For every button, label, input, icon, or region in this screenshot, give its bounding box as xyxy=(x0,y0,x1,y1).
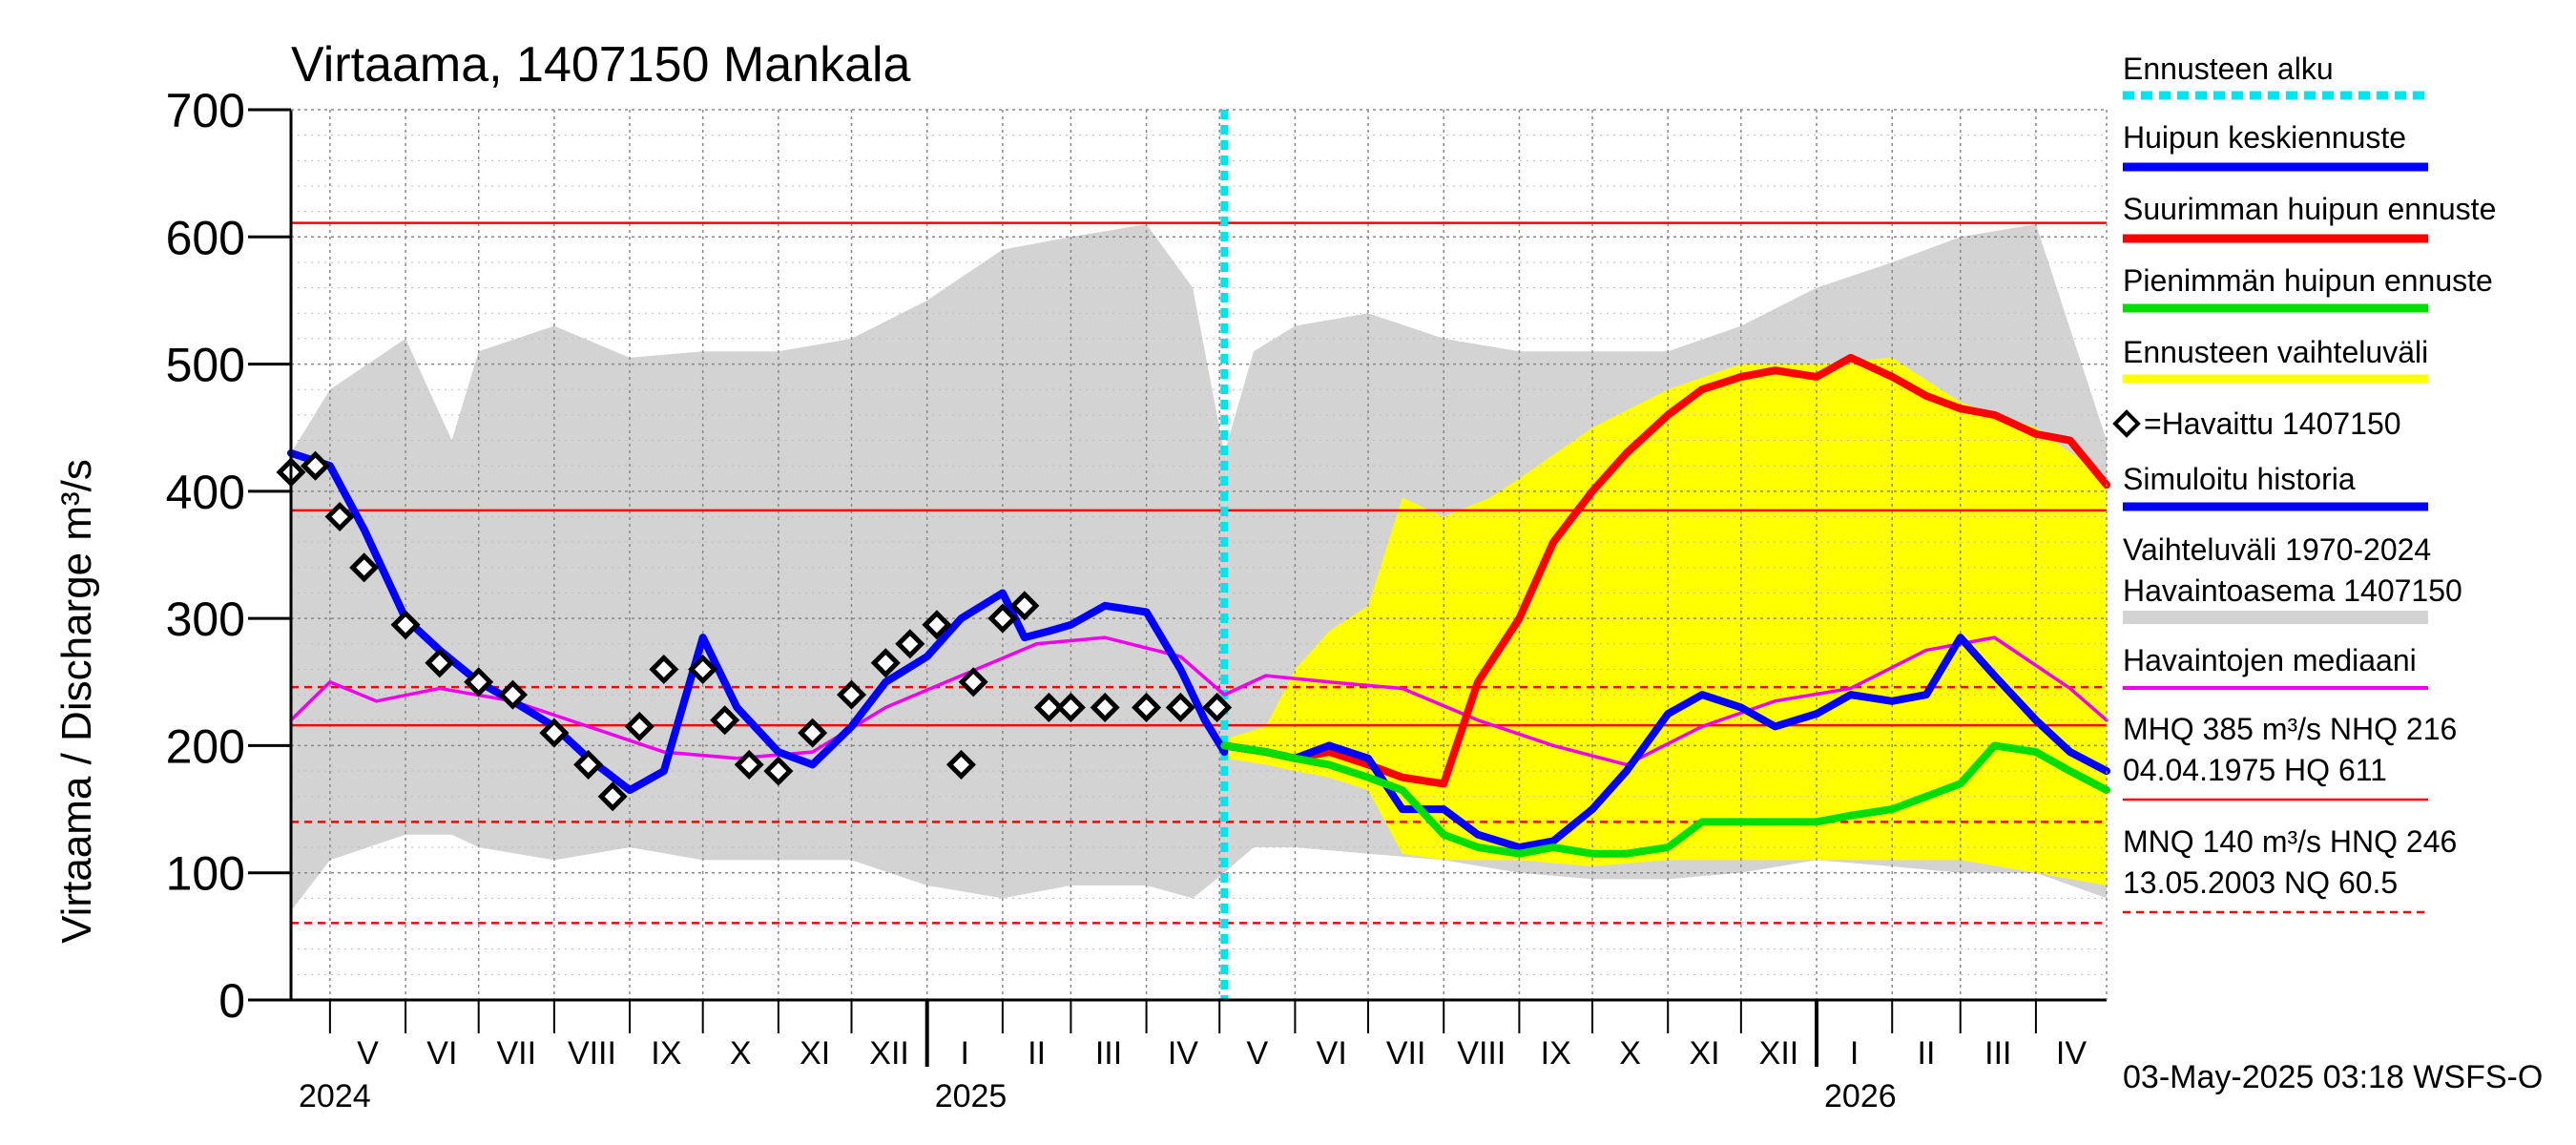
month-label: XI xyxy=(800,1035,830,1072)
legend-label: Suurimman huipun ennuste xyxy=(2123,192,2496,226)
month-label: VI xyxy=(426,1035,457,1072)
stats-text: 04.04.1975 HQ 611 xyxy=(2123,753,2387,787)
chart-title: Virtaama, 1407150 Mankala xyxy=(291,37,911,93)
series-huipun-keskiennuste xyxy=(1220,634,2110,852)
month-label: VII xyxy=(1386,1035,1426,1072)
observed-point xyxy=(987,603,1018,634)
observed-point xyxy=(539,718,570,748)
observed-point xyxy=(1165,692,1195,722)
month-label: XI xyxy=(1689,1035,1719,1072)
month-label: XII xyxy=(869,1035,909,1072)
observed-point xyxy=(464,667,494,697)
band-ennusteen-vaihteluv-li xyxy=(1224,357,2107,886)
month-label: X xyxy=(1619,1035,1641,1072)
legend: Ennusteen alku Huipun keskiennuste Suurimm… xyxy=(2112,52,2496,914)
legend-label: Havaintoasema 1407150 xyxy=(2123,573,2462,608)
legend-label: Huipun keskiennuste xyxy=(2123,120,2406,155)
stats-text: MHQ 385 m³/s NHQ 216 xyxy=(2123,712,2457,746)
y-tick-label: 300 xyxy=(166,593,245,646)
observed-point xyxy=(958,667,988,697)
series-pienimm-n-huipun-ennuste xyxy=(1220,741,2110,858)
month-label: III xyxy=(1984,1035,2011,1072)
month-label: VIII xyxy=(568,1035,616,1072)
observed-point xyxy=(710,705,740,736)
y-tick-label: 100 xyxy=(166,847,245,901)
observed-point xyxy=(763,756,794,786)
observed-point xyxy=(922,610,952,640)
observed-point xyxy=(734,749,764,780)
month-label: IX xyxy=(651,1035,681,1072)
month-label: II xyxy=(1028,1035,1046,1072)
observed-point xyxy=(836,679,867,710)
observed-point xyxy=(349,552,380,583)
observed-point xyxy=(1202,692,1233,722)
year-label: 2025 xyxy=(935,1078,1008,1114)
data-series xyxy=(276,110,2110,1000)
observed-point xyxy=(798,718,828,748)
legend-label: Vaihteluväli 1970-2024 xyxy=(2123,532,2431,567)
observed-point xyxy=(425,648,455,678)
month-label: VIII xyxy=(1457,1035,1506,1072)
grid-lines xyxy=(291,110,2107,1000)
y-tick-label: 0 xyxy=(218,974,245,1028)
observed-point xyxy=(597,781,628,812)
observed-point xyxy=(870,648,901,678)
y-tick-label: 400 xyxy=(166,466,245,519)
observed-point xyxy=(1009,591,1040,621)
month-label: I xyxy=(961,1035,969,1072)
month-label: IV xyxy=(1168,1035,1198,1072)
observed-point xyxy=(624,711,654,741)
series-simuloitu-historia xyxy=(287,448,1229,795)
y-tick-label: 700 xyxy=(166,84,245,137)
observed-point xyxy=(573,749,604,780)
observed-point xyxy=(390,610,421,640)
month-label: IV xyxy=(2056,1035,2087,1072)
stats-text: MNQ 140 m³/s HNQ 246 xyxy=(2123,824,2457,859)
observed-point xyxy=(945,749,976,780)
observed-point xyxy=(1033,692,1064,722)
series-havaintojen-mediaani xyxy=(289,635,2109,767)
legend-label: Havaintojen mediaani xyxy=(2123,643,2417,677)
month-label: X xyxy=(730,1035,752,1072)
y-axis-label: Virtaama / Discharge m³/s xyxy=(53,459,100,944)
legend-label: Ennusteen vaihteluväli xyxy=(2123,335,2428,369)
year-label: 2024 xyxy=(299,1078,371,1114)
month-label: VI xyxy=(1317,1035,1347,1072)
month-label: V xyxy=(357,1035,379,1072)
y-tick-label: 600 xyxy=(166,211,245,264)
month-label: II xyxy=(1918,1035,1936,1072)
legend-observed-marker xyxy=(2112,409,2141,438)
legend-label: Pienimmän huipun ennuste xyxy=(2123,263,2493,298)
month-label: V xyxy=(1246,1035,1268,1072)
observed-point xyxy=(497,679,528,710)
y-tick-label: 200 xyxy=(166,719,245,773)
month-label: XII xyxy=(1759,1035,1799,1072)
year-label: 2026 xyxy=(1824,1078,1897,1114)
observed-point xyxy=(895,629,925,659)
month-label: VII xyxy=(496,1035,536,1072)
observed-point xyxy=(301,450,331,481)
observed-point xyxy=(649,654,679,684)
footer-timestamp: 03-May-2025 03:18 WSFS-O xyxy=(2123,1059,2543,1095)
legend-label: Ennusteen alku xyxy=(2123,52,2334,86)
month-label: IX xyxy=(1541,1035,1571,1072)
legend-label: Simuloitu historia xyxy=(2123,462,2356,496)
y-tick-label: 500 xyxy=(166,339,245,392)
observed-point xyxy=(324,501,355,532)
observed-point xyxy=(1055,692,1086,722)
month-label: III xyxy=(1095,1035,1122,1072)
observed-point xyxy=(688,654,718,684)
legend-label: =Havaittu 1407150 xyxy=(2144,406,2401,441)
month-label: I xyxy=(1850,1035,1859,1072)
observed-point xyxy=(1090,692,1120,722)
stats-text: 13.05.2003 NQ 60.5 xyxy=(2123,865,2398,900)
observed-point xyxy=(1132,692,1162,722)
